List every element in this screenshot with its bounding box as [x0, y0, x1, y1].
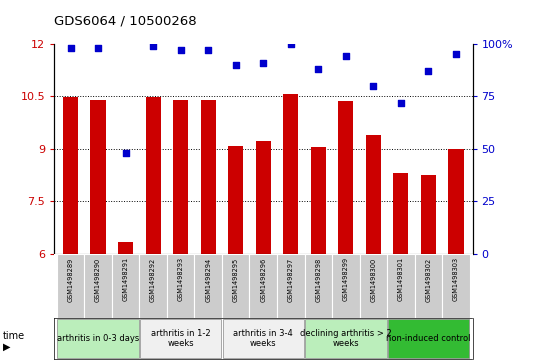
Bar — [360, 254, 387, 318]
Text: GSM1498302: GSM1498302 — [426, 257, 431, 302]
Point — [369, 83, 377, 89]
Bar — [415, 254, 442, 318]
Point — [232, 62, 240, 68]
Text: GSM1498291: GSM1498291 — [123, 257, 129, 301]
Text: GSM1498298: GSM1498298 — [315, 257, 321, 302]
Bar — [393, 174, 408, 254]
Bar — [388, 319, 469, 358]
Text: non-induced control: non-induced control — [386, 334, 471, 343]
Bar — [421, 175, 436, 254]
Bar — [57, 254, 84, 318]
Point — [149, 43, 158, 49]
Bar — [228, 146, 244, 254]
Text: GSM1498289: GSM1498289 — [68, 257, 73, 302]
Text: time: time — [3, 331, 25, 342]
Bar — [201, 101, 216, 254]
Point — [286, 41, 295, 46]
Text: GSM1498303: GSM1498303 — [453, 257, 459, 301]
Bar — [84, 254, 112, 318]
Text: arthritis in 0-3 days: arthritis in 0-3 days — [57, 334, 139, 343]
Bar — [305, 254, 332, 318]
Bar — [112, 254, 139, 318]
Bar — [442, 254, 470, 318]
Text: GSM1498290: GSM1498290 — [95, 257, 101, 302]
Point — [122, 150, 130, 156]
Bar — [140, 319, 221, 358]
Text: ▶: ▶ — [3, 342, 10, 352]
Bar — [167, 254, 194, 318]
Point — [396, 99, 405, 105]
Bar — [173, 101, 188, 254]
Text: GSM1498295: GSM1498295 — [233, 257, 239, 302]
Bar — [63, 97, 78, 254]
Bar — [118, 242, 133, 254]
Text: GSM1498297: GSM1498297 — [288, 257, 294, 302]
Text: GSM1498296: GSM1498296 — [260, 257, 266, 302]
Text: GSM1498293: GSM1498293 — [178, 257, 184, 301]
Text: declining arthritis > 2
weeks: declining arthritis > 2 weeks — [300, 329, 392, 348]
Bar — [222, 254, 249, 318]
Text: arthritis in 3-4
weeks: arthritis in 3-4 weeks — [233, 329, 293, 348]
Text: GSM1498300: GSM1498300 — [370, 257, 376, 302]
Bar — [139, 254, 167, 318]
Point — [259, 60, 268, 65]
Bar — [222, 319, 304, 358]
Bar — [387, 254, 415, 318]
Point — [424, 68, 433, 74]
Bar — [366, 135, 381, 254]
Bar — [338, 101, 353, 254]
Text: GSM1498301: GSM1498301 — [398, 257, 404, 301]
Bar — [249, 254, 277, 318]
Bar — [57, 319, 139, 358]
Bar — [332, 254, 360, 318]
Bar — [91, 101, 106, 254]
Point — [314, 66, 322, 72]
Bar — [277, 254, 305, 318]
Point — [94, 45, 103, 51]
Point — [204, 47, 213, 53]
Point — [451, 51, 460, 57]
Bar — [283, 94, 299, 254]
Text: GDS6064 / 10500268: GDS6064 / 10500268 — [54, 15, 197, 28]
Bar — [305, 319, 387, 358]
Text: GSM1498299: GSM1498299 — [343, 257, 349, 301]
Text: arthritis in 1-2
weeks: arthritis in 1-2 weeks — [151, 329, 211, 348]
Point — [341, 53, 350, 59]
Bar — [310, 147, 326, 254]
Point — [177, 47, 185, 53]
Text: GSM1498294: GSM1498294 — [205, 257, 211, 302]
Bar — [146, 97, 161, 254]
Bar — [448, 149, 463, 254]
Bar — [194, 254, 222, 318]
Text: GSM1498292: GSM1498292 — [150, 257, 156, 302]
Bar — [255, 141, 271, 254]
Point — [66, 45, 75, 51]
